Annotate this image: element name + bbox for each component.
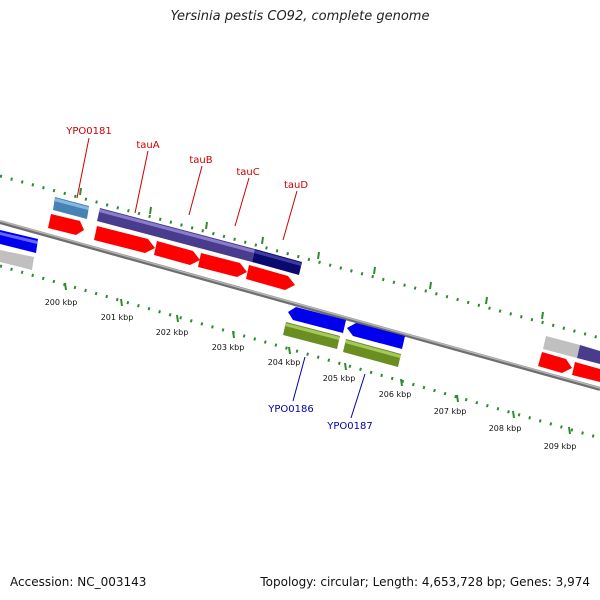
gene-label-tauB: tauB [189,155,212,166]
left-edge-features [0,230,38,270]
scale-label-207kbp: 207 kbp [434,407,467,416]
accession-text: Accession: NC_003143 [10,575,147,589]
gene-label-tauA: tauA [136,140,159,151]
scale-label-203kbp: 203 kbp [212,343,245,352]
right-edge-features [538,336,600,382]
gene-label-ypo0187: YPO0187 [326,421,372,432]
cds-tauA [94,226,155,253]
scale-label-205kbp: 205 kbp [323,374,356,383]
gene-label-ypo0186: YPO0186 [267,404,313,415]
gene-label-tauC: tauC [236,167,259,178]
feature-ypo0186[interactable] [283,322,340,349]
cds-ypo0181 [48,214,84,235]
scale-label-201kbp: 201 kbp [101,313,134,322]
cds-ypo0187-reverse [347,323,405,349]
genome-summary-text: Topology: circular; Length: 4,653,728 bp… [260,575,590,589]
top-label-leaders [76,137,298,241]
inner-major-ticks [64,282,571,435]
scale-label-200kbp: 200 kbp [45,298,78,307]
cds-tauC [198,253,247,277]
feature-tau-operon-bar[interactable] [97,208,302,275]
scale-label-204kbp: 204 kbp [268,358,301,367]
genome-backbone [0,220,600,391]
cds-forward-arrows [48,214,295,290]
scale-label-208kbp: 208 kbp [489,424,522,433]
outer-tick-ring [0,174,600,340]
bottom-gene-labels: YPO0186 YPO0187 [267,404,372,432]
gene-label-ypo0181: YPO0181 [65,126,111,137]
feature-ypo0181[interactable] [53,197,89,219]
cds-ypo0186-reverse [288,307,346,333]
scale-label-206kbp: 206 kbp [379,390,412,399]
outer-major-ticks [79,187,544,320]
bottom-label-leaders [292,356,366,419]
cds-tauD [246,265,295,290]
cds-reverse-arrows [288,307,405,349]
scale-label-202kbp: 202 kbp [156,328,189,337]
cds-tauB [154,241,200,265]
gene-label-tauD: tauD [284,180,308,191]
scale-label-209kbp: 209 kbp [544,442,577,451]
feature-ypo0187[interactable] [343,339,401,367]
scale-labels: 200 kbp 201 kbp 202 kbp 203 kbp 204 kbp … [45,298,577,451]
map-title: Yersinia pestis CO92, complete genome [170,9,430,24]
top-gene-labels: YPO0181 tauA tauB tauC tauD [65,126,308,191]
